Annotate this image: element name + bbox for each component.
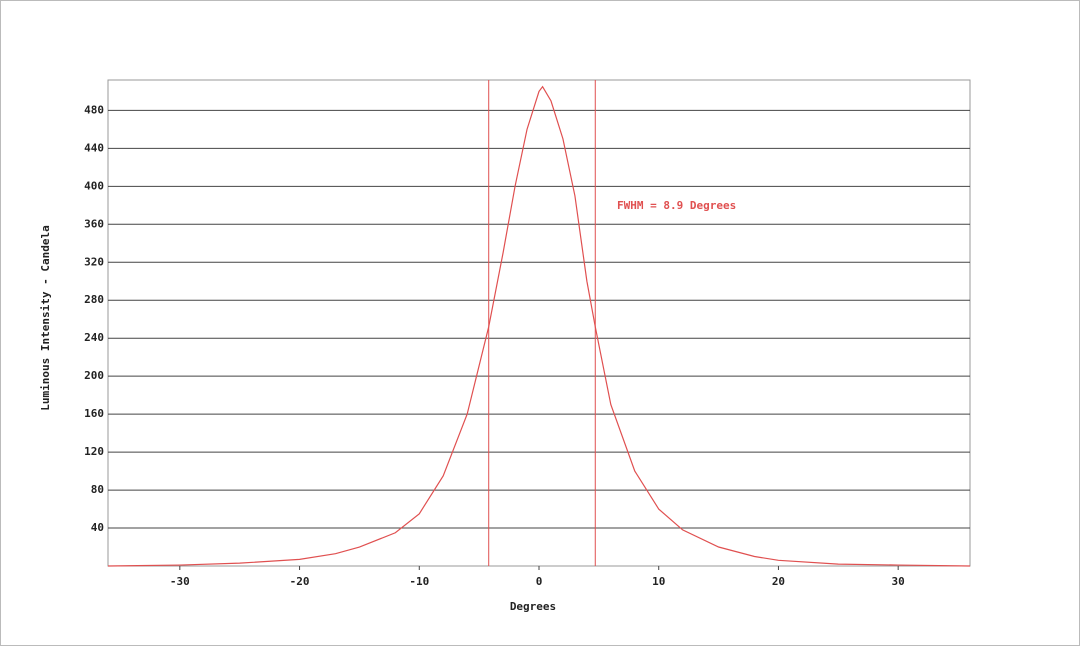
y-tick-label: 200 <box>84 369 104 382</box>
y-tick-label: 480 <box>84 103 104 116</box>
data-line <box>107 85 971 567</box>
x-tick-label: 20 <box>772 575 785 588</box>
y-tick-label: 240 <box>84 331 104 344</box>
y-tick-label: 280 <box>84 293 104 306</box>
y-tick-label: 160 <box>84 407 104 420</box>
x-tick-label: -10 <box>409 575 429 588</box>
y-tick-label: 400 <box>84 179 104 192</box>
x-tick-label: -20 <box>290 575 310 588</box>
plot-area <box>107 79 971 567</box>
x-tick-label: 0 <box>536 575 543 588</box>
y-tick-label: 360 <box>84 217 104 230</box>
y-tick-label: 440 <box>84 141 104 154</box>
y-tick-label: 320 <box>84 255 104 268</box>
x-tick-label: 10 <box>652 575 665 588</box>
x-axis-label: Degrees <box>510 600 556 613</box>
y-tick-label: 40 <box>91 521 104 534</box>
x-tick-label: -30 <box>170 575 190 588</box>
y-axis-label: Luminous Intensity - Candela <box>39 225 52 410</box>
x-tick-label: 30 <box>892 575 905 588</box>
y-tick-label: 80 <box>91 483 104 496</box>
y-tick-label: 120 <box>84 445 104 458</box>
annotation: FWHM = 8.9 Degrees <box>617 199 736 212</box>
